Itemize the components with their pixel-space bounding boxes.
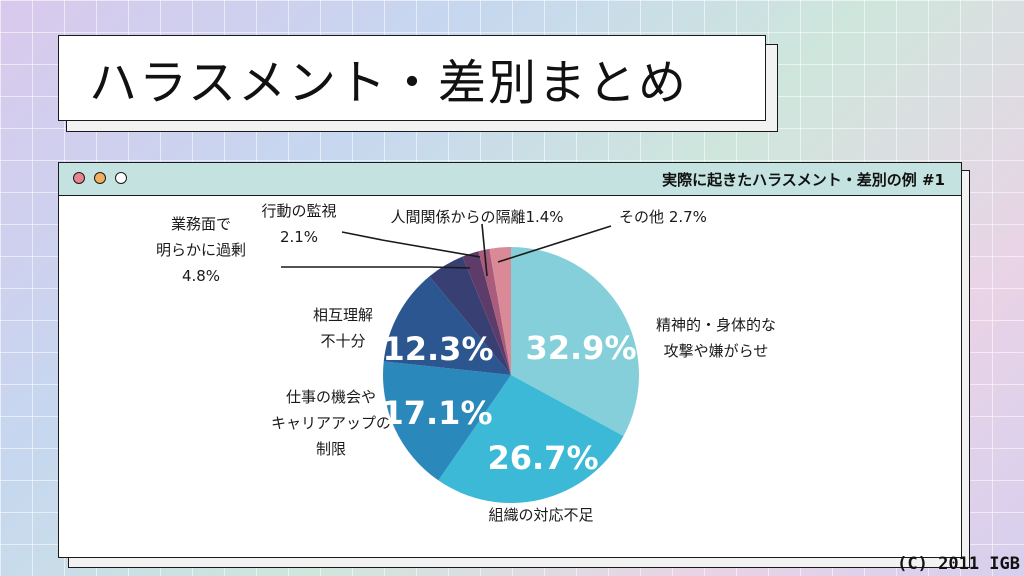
slice-label: 行動の監視 2.1% xyxy=(261,202,336,246)
slice-label: 組織の対応不足 xyxy=(488,506,593,524)
slice-percent-label: 12.3% xyxy=(382,330,493,368)
slice-label: 人間関係からの隔離1.4% xyxy=(390,208,563,226)
maximize-dot-icon[interactable] xyxy=(115,172,127,184)
title-card: ハラスメント・差別まとめ xyxy=(58,35,766,121)
pie-slice xyxy=(383,276,511,375)
pie-slice xyxy=(489,247,511,375)
pie-slice xyxy=(462,251,511,375)
slice-percent-label: 32.9% xyxy=(525,329,636,367)
page-title: ハラスメント・差別まとめ xyxy=(89,55,689,111)
pie-slice xyxy=(382,361,511,481)
window-title: 実際に起きたハラスメント・差別の例 #1 xyxy=(662,171,945,189)
copyright-text: (C) 2011 IGB xyxy=(897,554,1020,574)
slice-label: 仕事の機会やキャリアアップの制限 xyxy=(271,388,391,458)
pie-slice xyxy=(511,247,639,436)
window-titlebar: 実際に起きたハラスメント・差別の例 #1 xyxy=(59,163,961,196)
pie-slice xyxy=(429,256,511,375)
slice-percent-label: 17.1% xyxy=(381,394,492,432)
leader-line xyxy=(281,266,471,269)
slice-percent-label: 26.7% xyxy=(487,439,598,477)
slice-label: 業務面で明らかに過剰 4.8% xyxy=(156,215,246,285)
leader-line xyxy=(481,223,488,277)
pie-slice xyxy=(478,248,511,375)
pie-slice xyxy=(438,375,624,504)
slice-label: 相互理解不十分 xyxy=(313,306,373,350)
minimize-dot-icon[interactable] xyxy=(94,172,106,184)
leader-line xyxy=(497,225,612,263)
close-dot-icon[interactable] xyxy=(73,172,85,184)
slice-label: その他 2.7% xyxy=(619,208,707,226)
slice-label: 精神的・身体的な攻撃や嫌がらせ xyxy=(656,316,776,360)
leader-line xyxy=(341,231,481,258)
